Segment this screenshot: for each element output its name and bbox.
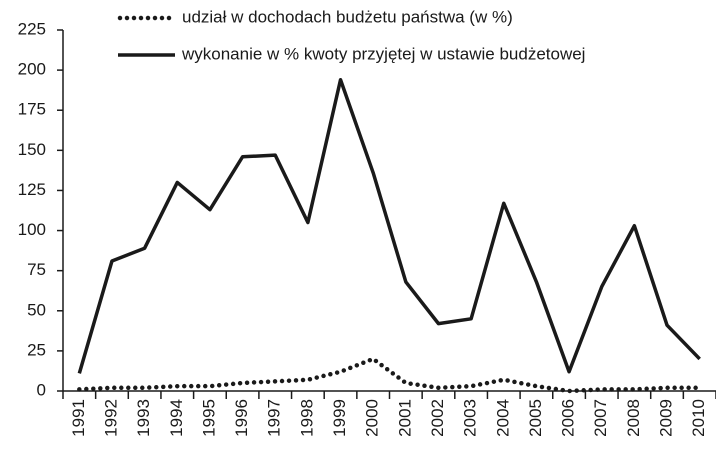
legend-label: udział w dochodach budżetu państwa (w %) bbox=[182, 7, 513, 26]
x-tick-label: 1998 bbox=[297, 399, 316, 437]
x-tick-label: 1995 bbox=[199, 399, 218, 437]
y-tick-label: 125 bbox=[18, 180, 46, 199]
x-tick-label: 2007 bbox=[591, 399, 610, 437]
x-tick-label: 2005 bbox=[526, 399, 545, 437]
y-tick-label: 25 bbox=[27, 340, 46, 359]
y-tick-label: 200 bbox=[18, 60, 46, 79]
x-tick-label: 1994 bbox=[167, 399, 186, 437]
x-tick-label: 2001 bbox=[395, 399, 414, 437]
x-tick-label: 2002 bbox=[428, 399, 447, 437]
x-tick-label: 1993 bbox=[134, 399, 153, 437]
x-tick-label: 1999 bbox=[330, 399, 349, 437]
y-tick-label: 100 bbox=[18, 220, 46, 239]
x-tick-label: 1996 bbox=[232, 399, 251, 437]
x-tick-label: 2006 bbox=[559, 399, 578, 437]
x-tick-label: 1991 bbox=[69, 399, 88, 437]
series-line bbox=[77, 77, 701, 374]
y-tick-label: 175 bbox=[18, 100, 46, 119]
x-tick-label: 2004 bbox=[493, 399, 512, 437]
y-tick-label: 150 bbox=[18, 140, 46, 159]
x-tick-label: 2000 bbox=[363, 399, 382, 437]
y-tick-label: 75 bbox=[27, 260, 46, 279]
x-tick-label: 2003 bbox=[461, 399, 480, 437]
y-tick-label: 0 bbox=[37, 380, 46, 399]
x-tick-label: 1997 bbox=[265, 399, 284, 437]
x-tick-label: 2009 bbox=[657, 399, 676, 437]
series-line bbox=[77, 356, 702, 394]
x-tick-label: 2008 bbox=[624, 399, 643, 437]
y-tick-label: 50 bbox=[27, 300, 46, 319]
y-tick-label: 225 bbox=[18, 19, 46, 38]
x-tick-label: 2010 bbox=[689, 399, 708, 437]
x-tick-label: 1992 bbox=[101, 399, 120, 437]
legend-label: wykonanie w % kwoty przyjętej w ustawie … bbox=[181, 44, 585, 63]
